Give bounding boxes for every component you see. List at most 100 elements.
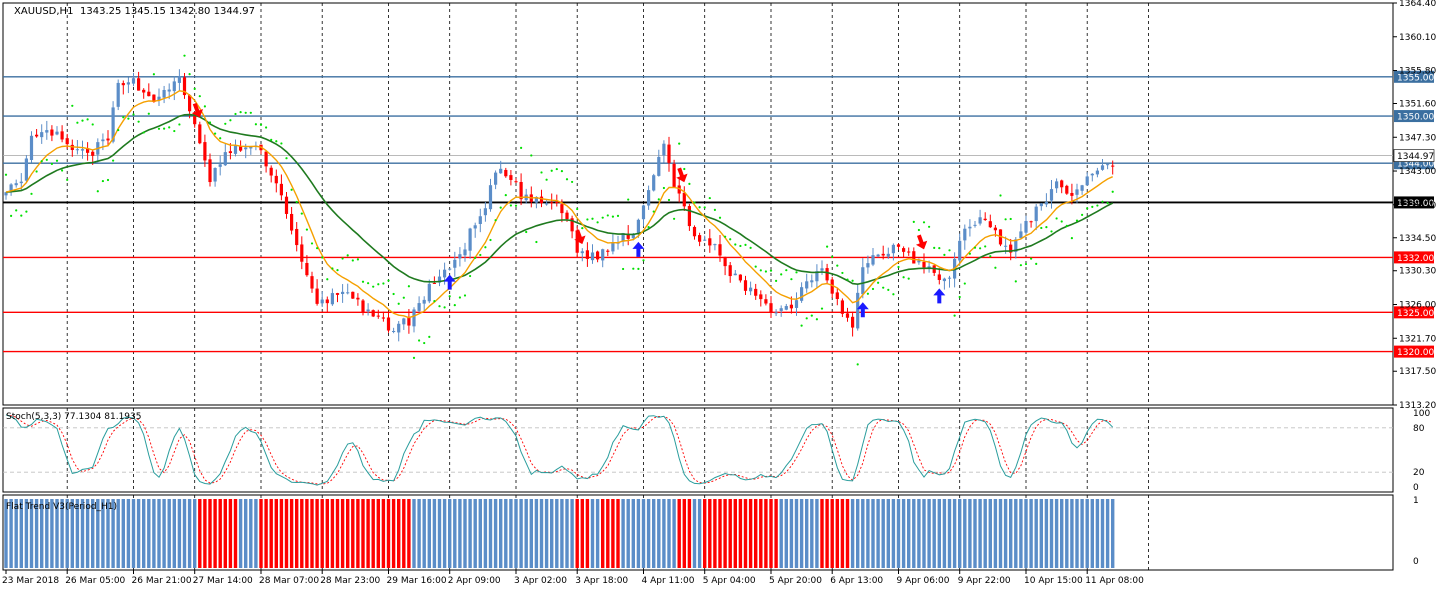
x-tick-label: 10 Apr 15:00 <box>1024 576 1083 586</box>
psar-dot <box>239 111 242 114</box>
psar-dot <box>718 216 722 219</box>
flat-trend-bar <box>652 499 656 568</box>
psar-dot <box>81 119 84 122</box>
psar-dot <box>545 178 548 181</box>
candle-body <box>346 292 350 294</box>
candle-body <box>565 212 569 220</box>
psar-dot <box>499 206 502 209</box>
psar-dot <box>469 274 472 278</box>
flat-trend-bar <box>667 499 671 568</box>
psar-dot <box>1086 207 1089 210</box>
flat-trend-bar <box>402 499 406 568</box>
candle-body <box>830 279 834 294</box>
flat-trend-bar <box>728 499 732 568</box>
psar-dot <box>662 186 666 190</box>
flat-trend-bar <box>932 499 936 568</box>
flat-trend-bar <box>1049 499 1054 568</box>
psar-dot <box>40 160 43 163</box>
flat-trend-bar <box>901 499 906 568</box>
candle-body <box>356 297 360 300</box>
psar-dot <box>402 296 405 299</box>
psar-dot <box>565 178 569 181</box>
psar-dot <box>305 228 308 231</box>
flat-trend-bar <box>529 499 533 568</box>
psar-dot <box>249 111 252 114</box>
psar-dot <box>326 278 329 281</box>
candle-body <box>417 303 421 311</box>
psar-dot <box>310 242 314 245</box>
flat-trend-bar <box>621 499 625 568</box>
psar-dot <box>356 258 359 261</box>
flat-trend-bar <box>142 499 146 568</box>
flat-trend-tick-label: 1 <box>1413 496 1419 506</box>
psar-dot <box>994 266 997 269</box>
flat-trend-bar <box>437 499 442 568</box>
candle-body <box>820 268 824 271</box>
psar-dot <box>1096 204 1099 207</box>
flat-trend-bar <box>830 499 834 568</box>
candle-body <box>473 225 477 229</box>
flat-trend-bar <box>983 499 987 568</box>
candle-body <box>641 205 646 220</box>
candle-body <box>769 303 773 313</box>
candle-body <box>432 282 436 284</box>
price-tick-label: 1364.40 <box>1399 0 1436 9</box>
candle-body <box>80 149 85 151</box>
stoch-tick-label: 100 <box>1413 409 1430 419</box>
candle-body <box>754 288 758 296</box>
flat-trend-bar <box>483 499 488 568</box>
flat-trend-bar <box>886 499 890 568</box>
x-tick-label: 9 Apr 22:00 <box>958 576 1011 586</box>
psar-dot <box>1070 237 1073 240</box>
flat-trend-bar <box>998 499 1003 568</box>
candle-body <box>371 310 375 317</box>
candle-body <box>172 81 176 92</box>
flat-trend-bar <box>203 499 207 568</box>
psar-dot <box>514 204 518 207</box>
candle-body <box>1075 189 1079 195</box>
flat-trend-bar <box>743 499 748 568</box>
psar-dot <box>76 121 79 124</box>
psar-dot <box>530 154 533 157</box>
flat-trend-bar <box>310 499 314 568</box>
candle-body <box>845 313 850 318</box>
psar-dot <box>907 277 910 280</box>
psar-dot <box>708 196 711 200</box>
psar-dot <box>382 282 385 285</box>
psar-dot <box>244 111 247 114</box>
candle-body <box>539 196 544 204</box>
psar-dot <box>622 267 625 271</box>
psar-dot <box>785 269 788 272</box>
psar-dot <box>611 215 615 218</box>
flat-trend-bar <box>233 499 238 568</box>
psar-dot <box>1024 262 1028 266</box>
candle-body <box>1004 245 1008 247</box>
flat-trend-bar <box>126 499 131 568</box>
candle-body <box>937 274 941 280</box>
flat-trend-bar <box>116 499 120 568</box>
candle-body <box>667 144 671 163</box>
flat-trend-bar <box>646 499 651 568</box>
flat-trend-tick-label: 0 <box>1413 557 1419 567</box>
flat-trend-bar <box>585 499 590 568</box>
x-tick-label: 6 Apr 13:00 <box>830 576 883 586</box>
x-tick-label: 3 Apr 18:00 <box>575 576 628 586</box>
flat-trend-bar <box>733 499 737 568</box>
psar-dot <box>576 207 579 211</box>
psar-dot <box>443 306 446 309</box>
candle-body <box>1100 165 1105 170</box>
candle-body <box>718 244 722 256</box>
candle-body <box>101 139 105 142</box>
psar-dot <box>917 228 921 232</box>
psar-dot <box>275 140 278 143</box>
x-tick-label: 11 Apr 08:00 <box>1085 576 1144 586</box>
flat-trend-bar <box>555 499 559 568</box>
psar-dot <box>10 214 13 217</box>
flat-trend-bar <box>958 499 962 568</box>
candle-body <box>1029 221 1033 223</box>
psar-dot <box>856 363 859 366</box>
candle-body <box>851 316 855 328</box>
flat-trend-bar <box>371 499 375 568</box>
psar-dot <box>361 280 365 283</box>
